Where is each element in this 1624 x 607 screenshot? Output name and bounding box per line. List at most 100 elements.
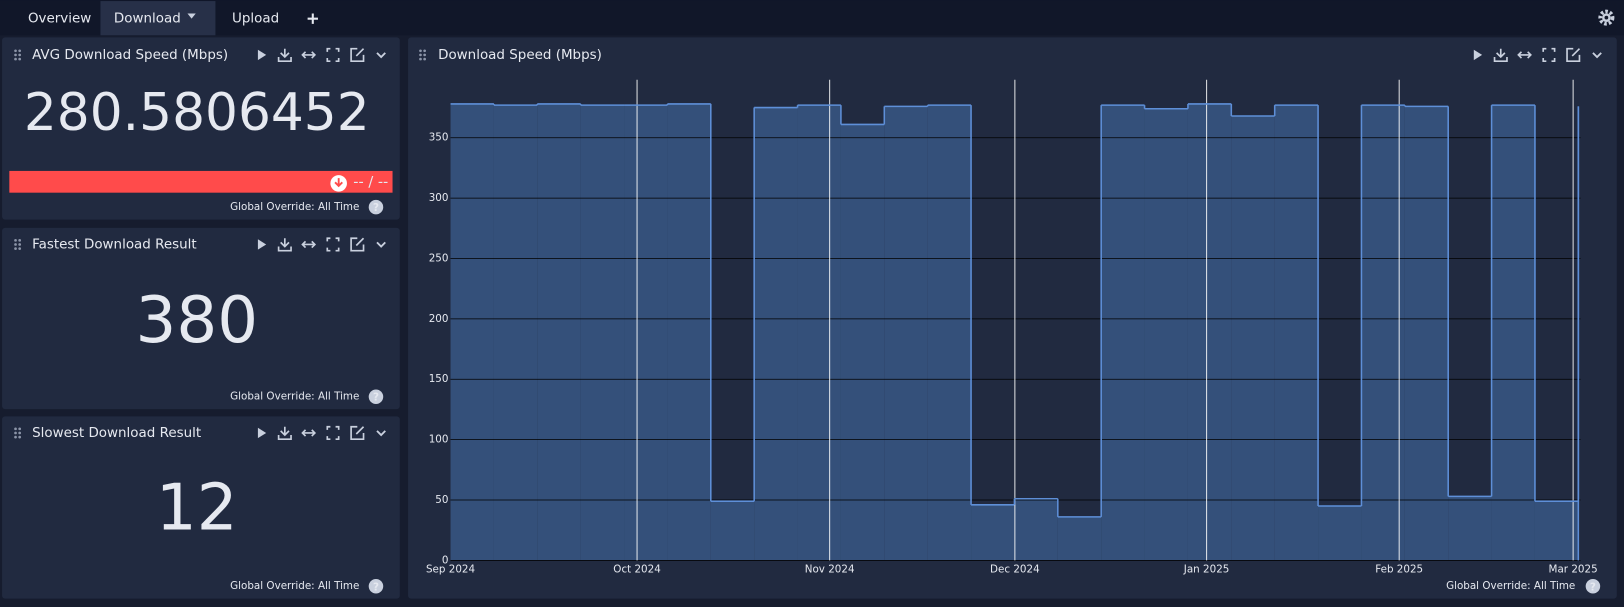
expand-h[interactable] <box>301 429 317 437</box>
drag-handle[interactable] <box>18 435 22 439</box>
drag-handle[interactable] <box>18 247 22 250</box>
add-tab[interactable] <box>307 13 318 24</box>
step-area <box>1144 108 1188 561</box>
drag-handle[interactable] <box>14 53 17 57</box>
x-tick-label: Dec 2024 <box>990 564 1040 576</box>
threshold-label: -- / -- <box>353 174 388 190</box>
help-label[interactable]: ? <box>373 581 379 593</box>
threshold-bar <box>9 170 393 193</box>
play[interactable] <box>1473 49 1483 61</box>
play[interactable] <box>257 239 267 250</box>
gear-hole[interactable] <box>1604 15 1609 20</box>
y-tick-label: 350 <box>429 132 449 144</box>
step-area <box>1448 496 1492 561</box>
download[interactable] <box>1493 48 1508 62</box>
x-tick-label: Oct 2024 <box>613 564 660 576</box>
panel <box>2 416 400 599</box>
expand-h[interactable] <box>301 240 317 249</box>
step-area <box>624 105 668 561</box>
tab[interactable]: Overview <box>28 12 91 27</box>
tab-caret[interactable] <box>187 13 196 19</box>
help-icon[interactable] <box>368 199 384 215</box>
step-area <box>1187 103 1232 561</box>
drag-handle[interactable] <box>18 238 22 242</box>
expand-h[interactable] <box>301 51 317 59</box>
expand-h[interactable] <box>1517 51 1532 59</box>
download[interactable] <box>277 426 292 441</box>
drag-handle[interactable] <box>423 57 426 61</box>
footer: Global Override: All Time <box>230 391 359 403</box>
step-area <box>1274 105 1319 561</box>
tab[interactable]: Upload <box>232 12 279 27</box>
drag-handle[interactable] <box>419 49 422 53</box>
drag-handle[interactable] <box>18 49 22 53</box>
drag-handle[interactable] <box>14 431 17 435</box>
play[interactable] <box>257 49 267 61</box>
drag-handle[interactable] <box>18 57 22 61</box>
help-icon[interactable] <box>368 579 384 594</box>
x-tick-label: Feb 2025 <box>1375 564 1423 576</box>
x-tick-label: Mar 2025 <box>1549 564 1598 576</box>
y-tick-label: 300 <box>429 192 449 204</box>
step-area <box>580 105 625 561</box>
chart-title: Download Speed (Mbps) <box>438 48 602 63</box>
settings[interactable] <box>1598 9 1615 26</box>
fullscreen[interactable] <box>1542 47 1556 62</box>
drag-handle[interactable] <box>423 49 426 53</box>
drag-handle[interactable] <box>14 435 17 439</box>
step-area <box>450 103 494 561</box>
menu[interactable] <box>376 430 386 437</box>
fullscreen[interactable] <box>326 47 340 62</box>
step-area <box>971 504 1015 561</box>
drag-handle[interactable] <box>14 243 17 246</box>
help-label[interactable]: ? <box>373 202 379 214</box>
download[interactable] <box>277 48 292 62</box>
step-area <box>797 105 841 561</box>
gear[interactable] <box>1598 9 1615 26</box>
play[interactable] <box>257 427 267 439</box>
help-icon[interactable] <box>368 389 384 404</box>
edit[interactable] <box>350 237 365 252</box>
help-icon[interactable] <box>1585 579 1601 594</box>
footer: Global Override: All Time <box>1446 580 1575 592</box>
y-tick-label: 250 <box>429 252 449 264</box>
edit[interactable] <box>1566 47 1581 62</box>
menu[interactable] <box>1592 52 1602 59</box>
drag-handle[interactable] <box>18 243 22 246</box>
step-area <box>754 107 798 561</box>
stat-value: 380 <box>136 283 259 358</box>
drag-handle[interactable] <box>419 57 422 61</box>
help-label[interactable]: ? <box>373 392 379 404</box>
drag-handle[interactable] <box>14 57 17 61</box>
drag-handle[interactable] <box>18 431 22 435</box>
y-tick-label: 100 <box>429 434 449 446</box>
drag-handle[interactable] <box>14 238 17 242</box>
step-area <box>1534 501 1579 561</box>
panel-title: Slowest Download Result <box>32 426 201 441</box>
fullscreen[interactable] <box>326 425 340 441</box>
active-tab[interactable] <box>100 1 216 36</box>
drag-handle[interactable] <box>18 53 22 57</box>
drag-handle[interactable] <box>14 427 17 431</box>
x-tick-label: Nov 2024 <box>805 564 855 576</box>
edit[interactable] <box>350 425 365 441</box>
drag-handle[interactable] <box>18 427 22 431</box>
tab[interactable]: Download <box>114 12 181 27</box>
stat-value: 280.5806452 <box>24 83 370 143</box>
drag-handle[interactable] <box>14 49 17 53</box>
step-area <box>927 105 972 561</box>
step-area <box>537 103 581 561</box>
menu[interactable] <box>376 241 386 248</box>
download[interactable] <box>277 238 292 252</box>
y-tick-label: 50 <box>435 494 448 506</box>
edit[interactable] <box>350 47 365 62</box>
menu[interactable] <box>376 52 386 59</box>
fullscreen[interactable] <box>326 237 340 252</box>
step-area <box>884 106 928 561</box>
drag-handle[interactable] <box>14 247 17 250</box>
step-area <box>1361 105 1405 561</box>
drag-handle[interactable] <box>419 53 422 57</box>
help-label[interactable]: ? <box>1590 581 1596 593</box>
drag-handle[interactable] <box>423 53 426 57</box>
